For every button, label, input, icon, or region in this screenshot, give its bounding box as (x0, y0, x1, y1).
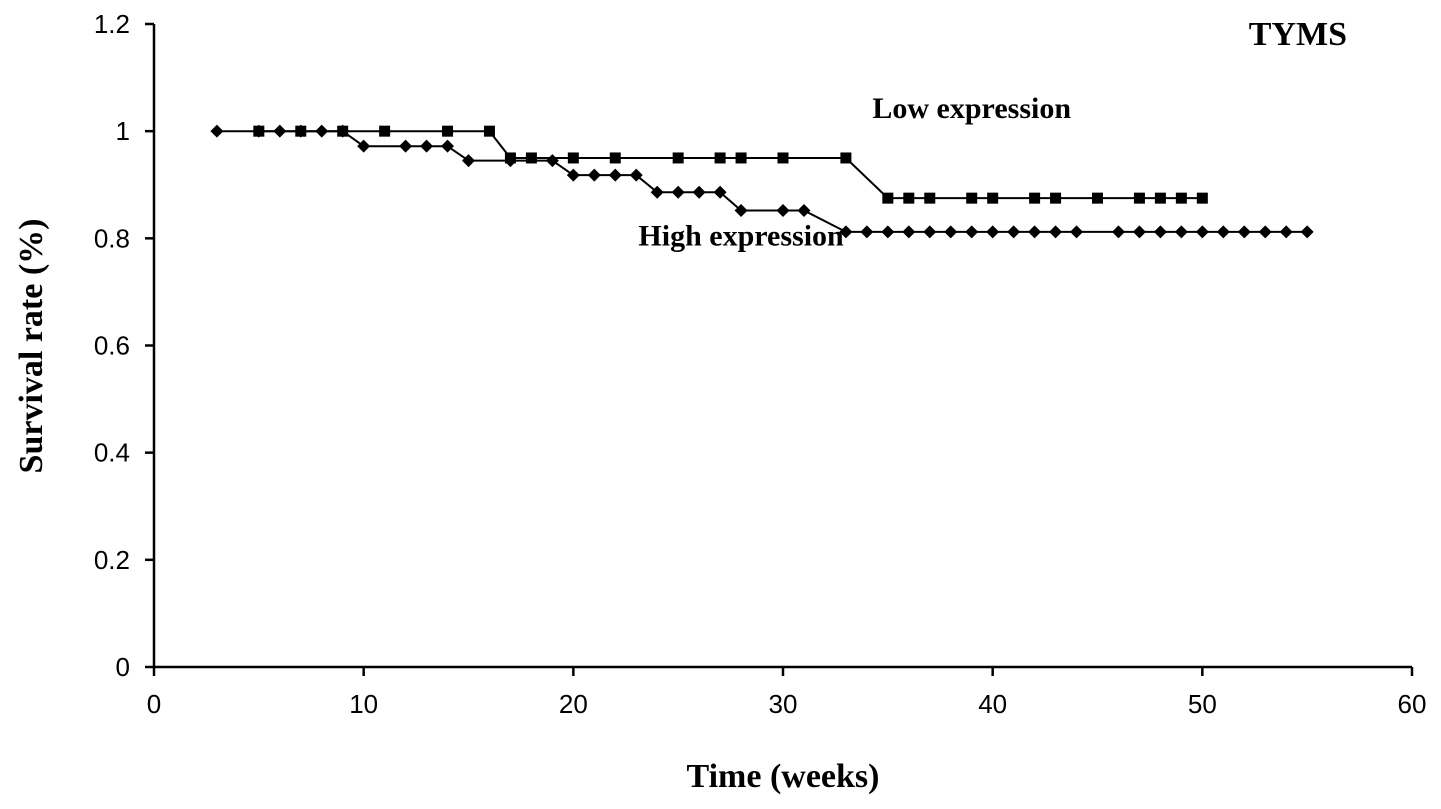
data-point-square (1196, 192, 1208, 204)
data-point-square (903, 192, 915, 204)
data-point-diamond (713, 185, 727, 199)
data-point-diamond (294, 124, 308, 138)
y-tick-label: 1.2 (94, 9, 130, 39)
data-point-square (567, 152, 579, 164)
data-point-diamond (273, 124, 287, 138)
y-tick-label: 0 (116, 652, 130, 682)
series-line-high-expression (216, 130, 1308, 233)
data-point-diamond (1111, 225, 1125, 239)
data-point-diamond (671, 185, 685, 199)
data-point-diamond (441, 139, 455, 153)
annotation-label: High expression (638, 219, 844, 252)
data-point-diamond (587, 168, 601, 182)
data-point-square (882, 192, 894, 204)
annotations: Low expression High expression (638, 92, 1071, 253)
data-point-diamond (608, 168, 622, 182)
data-point-diamond (860, 225, 874, 239)
data-point-square (987, 192, 999, 204)
series-line-low-expression (258, 130, 1203, 200)
x-axis-title: Time (weeks) (687, 758, 880, 795)
data-point-diamond (1258, 225, 1272, 239)
data-point-diamond (1279, 225, 1293, 239)
series-layer (210, 124, 1314, 239)
data-point-diamond (650, 185, 664, 199)
data-point-square (525, 152, 537, 164)
data-point-square (1092, 192, 1103, 204)
data-point-diamond (1132, 225, 1146, 239)
data-point-diamond (776, 203, 790, 217)
data-point-diamond (1007, 225, 1021, 239)
chart-title: TYMS (1249, 16, 1347, 53)
data-point-diamond (734, 203, 748, 217)
data-point-diamond (566, 168, 580, 182)
x-tick-label: 0 (147, 689, 161, 719)
data-point-diamond (1153, 225, 1167, 239)
data-point-square (609, 152, 621, 164)
data-point-square (714, 152, 726, 164)
data-point-diamond (1070, 225, 1084, 239)
x-tick-label: 50 (1188, 689, 1217, 719)
data-point-diamond (1028, 225, 1042, 239)
data-point-diamond (1174, 225, 1188, 239)
data-point-diamond (986, 225, 1000, 239)
data-point-square (966, 192, 978, 204)
data-point-square (1133, 192, 1145, 204)
data-point-diamond (881, 225, 895, 239)
data-point-square (672, 152, 684, 164)
data-point-diamond (315, 124, 329, 138)
data-point-diamond (210, 124, 224, 138)
x-tick-label: 10 (349, 689, 378, 719)
data-point-square (483, 125, 495, 137)
y-tick-label: 0.2 (94, 545, 130, 575)
y-axis-title: Survival rate (%) (13, 219, 50, 474)
data-point-diamond (944, 225, 958, 239)
series-high-expression (210, 124, 1314, 239)
data-point-square (1050, 192, 1062, 204)
data-point-diamond (1195, 225, 1209, 239)
data-point-diamond (462, 154, 475, 168)
data-point-diamond (399, 139, 413, 153)
data-point-diamond (839, 225, 853, 239)
annotation-label: Low expression (872, 92, 1071, 125)
x-tick-label: 40 (978, 689, 1007, 719)
data-point-diamond (629, 168, 643, 182)
series-low-expression (253, 125, 1208, 204)
data-point-diamond (420, 139, 434, 153)
data-point-diamond (1216, 225, 1230, 239)
y-tick-label: 0.8 (94, 223, 130, 253)
data-point-square (777, 152, 789, 164)
data-point-diamond (797, 203, 811, 217)
data-point-diamond (1237, 225, 1251, 239)
data-point-diamond (1300, 225, 1314, 239)
y-tick-label: 0.4 (94, 438, 130, 468)
data-point-square (379, 125, 391, 137)
data-point-diamond (336, 124, 350, 138)
data-point-square (1154, 192, 1166, 204)
data-point-diamond (252, 124, 266, 138)
data-point-square (924, 192, 936, 204)
data-point-diamond (902, 225, 916, 239)
data-point-diamond (965, 225, 979, 239)
y-tick-label: 0.6 (94, 331, 130, 361)
data-point-diamond (503, 154, 517, 168)
data-point-diamond (357, 139, 371, 153)
data-point-square (1175, 192, 1187, 204)
data-point-square (1029, 192, 1041, 204)
data-point-diamond (1049, 225, 1063, 239)
x-tick-label: 60 (1398, 689, 1427, 719)
axes: 0 0.2 0.4 0.6 0.8 1 1.2 0 10 20 30 40 50 60 (94, 9, 1427, 719)
data-point-diamond (545, 154, 559, 168)
data-point-square (442, 125, 454, 137)
x-tick-label: 20 (559, 689, 588, 719)
data-point-diamond (692, 185, 706, 199)
data-point-diamond (923, 225, 937, 239)
y-tick-label: 1 (116, 116, 130, 146)
data-point-square (735, 152, 747, 164)
x-tick-label: 30 (769, 689, 798, 719)
data-point-square (840, 152, 852, 164)
